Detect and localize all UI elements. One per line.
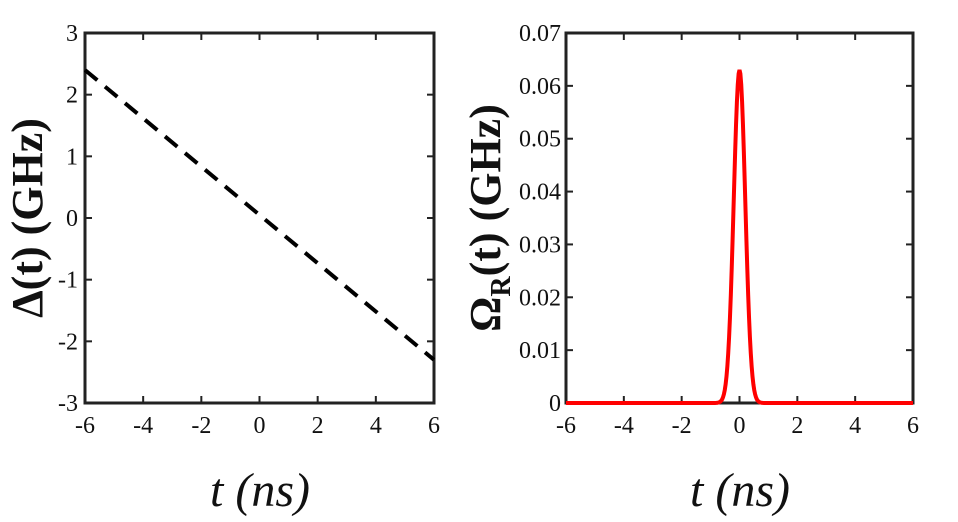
y-tick-label: 0.01 [519, 338, 561, 364]
x-tick-label: 2 [312, 413, 324, 439]
x-tick-label: 4 [849, 413, 861, 439]
left-plot: -6 -4 -2 0 2 4 6 3 2 1 0 -1 -2 -3 t (ns) Δ(t) (GHz) [3, 21, 440, 517]
y-tick-label: -2 [58, 329, 78, 355]
x-tick-label: 0 [254, 413, 266, 439]
right-ylabel: ΩR(t) (GHz) [461, 104, 517, 332]
y-tick-label: 0.06 [519, 74, 561, 100]
x-tick-label: 2 [791, 413, 803, 439]
y-tick-label: 0.02 [519, 285, 561, 311]
x-tick-label: 6 [428, 413, 440, 439]
x-tick-label: 0 [734, 413, 746, 439]
right-xtick-labels: -6 -4 -2 0 2 4 6 [556, 413, 919, 439]
x-tick-label: -2 [672, 413, 692, 439]
x-tick-label: 6 [907, 413, 919, 439]
y-tick-label: 2 [66, 83, 78, 109]
x-tick-label: -2 [191, 413, 211, 439]
right-series-line [566, 69, 913, 405]
y-tick-label: 0 [66, 206, 78, 232]
left-series [83, 68, 436, 362]
left-ylabel: Δ(t) (GHz) [3, 118, 52, 318]
right-series [566, 69, 913, 405]
x-tick-label: -6 [556, 413, 576, 439]
x-tick-label: 4 [370, 413, 382, 439]
right-xlabel: t (ns) [690, 464, 790, 517]
x-tick-label: -6 [75, 413, 95, 439]
y-tick-label: 0 [549, 391, 561, 417]
left-xtick-labels: -6 -4 -2 0 2 4 6 [75, 413, 440, 439]
y-tick-label: 0.05 [519, 127, 561, 153]
right-ytick-labels: 0.07 0.06 0.05 0.04 0.03 0.02 0.01 0 [519, 21, 561, 417]
x-tick-label: -4 [133, 413, 153, 439]
y-tick-label: -3 [58, 391, 78, 417]
left-series-line [83, 68, 436, 362]
left-plot-frame [83, 31, 436, 405]
y-tick-label: 1 [66, 144, 78, 170]
y-tick-label: -1 [58, 268, 78, 294]
y-tick-label: 0.04 [519, 180, 561, 206]
y-tick-label: 3 [66, 21, 78, 47]
left-xlabel: t (ns) [210, 464, 310, 517]
left-ticks [84, 32, 435, 404]
right-plot: -6 -4 -2 0 2 4 6 0.070.060.050.040.030.020.010… [461, 21, 919, 517]
left-ytick-labels: 3 2 1 0 -1 -2 -3 [58, 21, 78, 417]
y-tick-label: 0.03 [519, 232, 561, 258]
x-tick-label: -4 [614, 413, 634, 439]
y-tick-label: 0.07 [519, 21, 561, 47]
right-ticks [565, 32, 914, 404]
